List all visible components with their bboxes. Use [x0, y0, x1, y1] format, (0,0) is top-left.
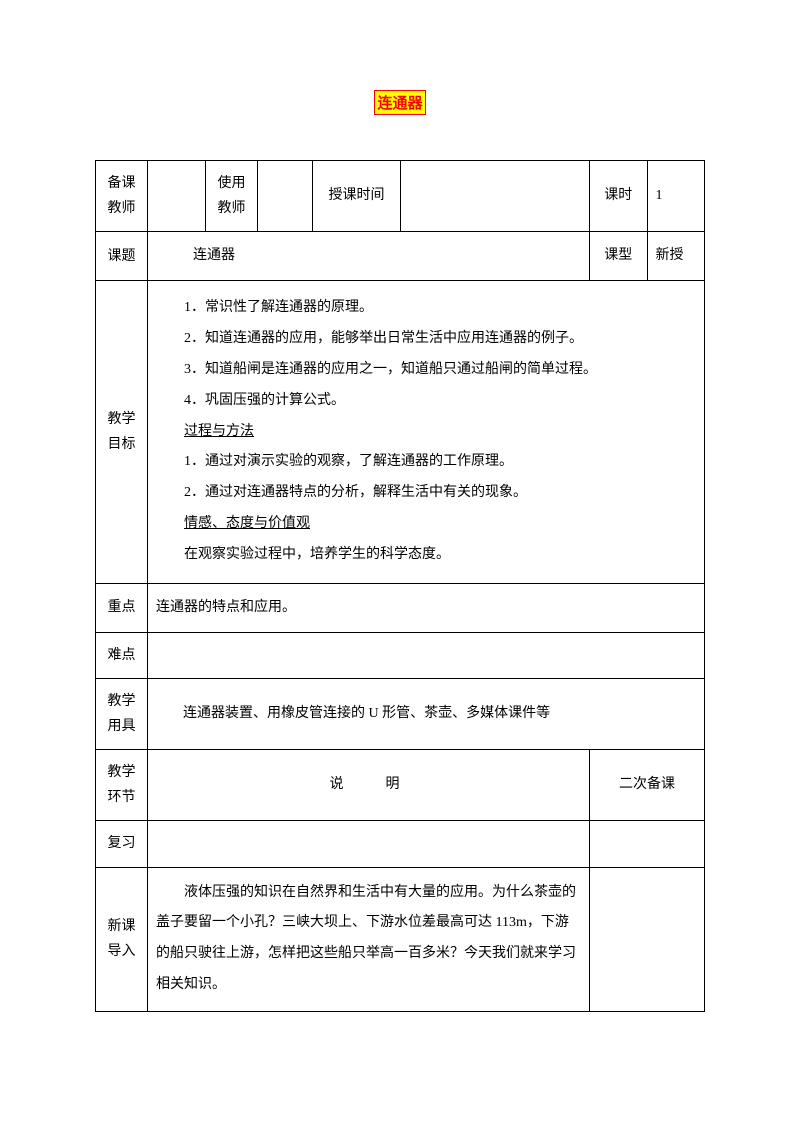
- value-review: [148, 821, 590, 867]
- value-periods: 1: [647, 161, 705, 232]
- label-type: 课型: [590, 232, 648, 281]
- label-objectives: 教学目标: [96, 281, 148, 583]
- table-row: 教学用具 连通器装置、用橡皮管连接的 U 形管、茶壶、多媒体课件等: [96, 678, 705, 749]
- objective-item: 2．知道连通器的应用，能够举出日常生活中应用连通器的例子。: [156, 324, 696, 355]
- section-heading: 过程与方法: [156, 417, 696, 448]
- value-teach-time: [401, 161, 590, 232]
- label-intro: 新课导入: [96, 867, 148, 1011]
- label-use-teacher: 使用教师: [206, 161, 258, 232]
- table-row: 备课教师 使用教师 授课时间 课时 1: [96, 161, 705, 232]
- objective-item: 4．巩固压强的计算公式。: [156, 386, 696, 417]
- objectives-content: 1．常识性了解连通器的原理。 2．知道连通器的应用，能够举出日常生活中应用连通器…: [148, 281, 705, 583]
- label-stage: 教学环节: [96, 750, 148, 821]
- label-tools: 教学用具: [96, 678, 148, 749]
- label-periods: 课时: [590, 161, 648, 232]
- value-difficulty: [148, 632, 705, 678]
- section-heading: 情感、态度与价值观: [156, 509, 696, 540]
- label-second-prep: 二次备课: [590, 750, 705, 821]
- lesson-plan-table: 备课教师 使用教师 授课时间 课时 1 课题 连通器 课型 新授 教学目标 1．…: [95, 160, 705, 1012]
- value-prep-teacher: [148, 161, 206, 232]
- page-title: 连通器: [374, 90, 425, 115]
- objective-item: 2．通过对连通器特点的分析，解释生活中有关的现象。: [156, 478, 696, 509]
- table-row: 难点: [96, 632, 705, 678]
- table-row: 重点 连通器的特点和应用。: [96, 583, 705, 632]
- objective-item: 3．知道船闸是连通器的应用之一，知道船只通过船闸的简单过程。: [156, 355, 696, 386]
- value-topic: 连通器: [148, 232, 590, 281]
- value-intro: 液体压强的知识在自然界和生活中有大量的应用。为什么茶壶的盖子要留一个小孔？三峡大…: [148, 867, 590, 1011]
- table-row: 复习: [96, 821, 705, 867]
- label-teach-time: 授课时间: [313, 161, 401, 232]
- table-row: 教学目标 1．常识性了解连通器的原理。 2．知道连通器的应用，能够举出日常生活中…: [96, 281, 705, 583]
- table-row: 新课导入 液体压强的知识在自然界和生活中有大量的应用。为什么茶壶的盖子要留一个小…: [96, 867, 705, 1011]
- table-row: 教学环节 说明 二次备课: [96, 750, 705, 821]
- value-intro-second: [590, 867, 705, 1011]
- label-shuoming: 说明: [148, 750, 590, 821]
- label-prep-teacher: 备课教师: [96, 161, 148, 232]
- label-keypoint: 重点: [96, 583, 148, 632]
- objective-item: 1．通过对演示实验的观察，了解连通器的工作原理。: [156, 447, 696, 478]
- value-tools: 连通器装置、用橡皮管连接的 U 形管、茶壶、多媒体课件等: [148, 678, 705, 749]
- table-row: 课题 连通器 课型 新授: [96, 232, 705, 281]
- objective-item: 在观察实验过程中，培养学生的科学态度。: [156, 540, 696, 571]
- value-keypoint: 连通器的特点和应用。: [148, 583, 705, 632]
- label-difficulty: 难点: [96, 632, 148, 678]
- label-topic: 课题: [96, 232, 148, 281]
- value-type: 新授: [647, 232, 705, 281]
- label-review: 复习: [96, 821, 148, 867]
- value-review-second: [590, 821, 705, 867]
- value-use-teacher: [258, 161, 313, 232]
- objective-item: 1．常识性了解连通器的原理。: [156, 293, 696, 324]
